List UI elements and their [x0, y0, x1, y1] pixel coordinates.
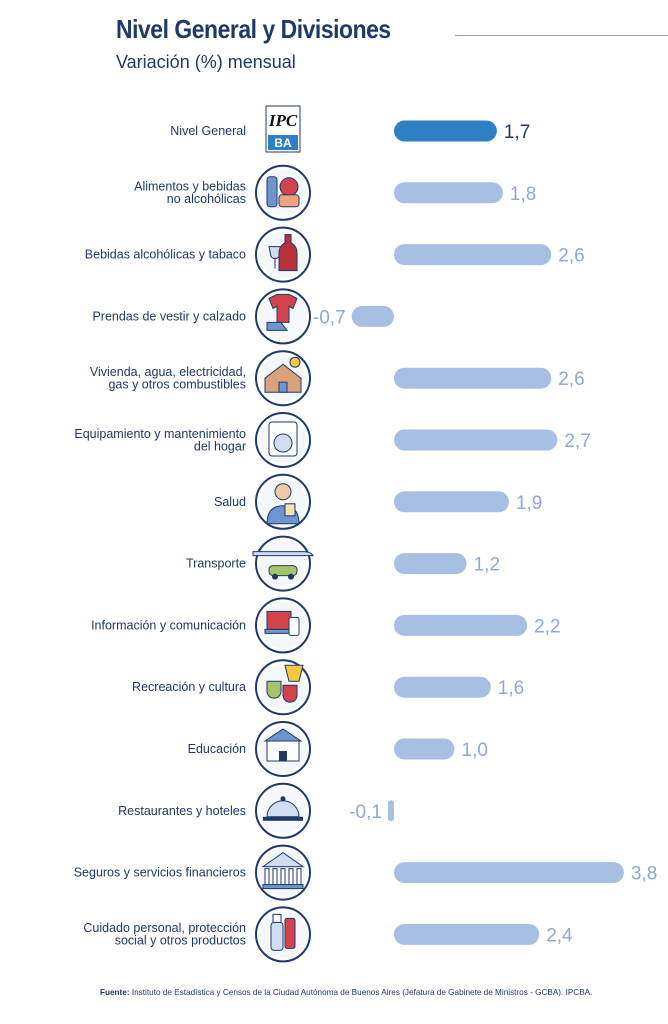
bar: [394, 244, 552, 266]
washing-machine-icon: [255, 412, 311, 468]
house-icon: [255, 350, 311, 407]
value-label: 1,9: [516, 493, 542, 514]
bar: [394, 491, 509, 513]
bar: [394, 614, 528, 636]
category-label: Restaurantes y hoteles: [118, 804, 246, 818]
bar: [394, 676, 491, 698]
value-label: 2,4: [546, 925, 573, 946]
personal-care-icon: [255, 906, 311, 963]
bar: [351, 305, 394, 327]
chart-subtitle: Variación (%) mensual: [116, 52, 296, 72]
bar-chart: Nivel General IPC BA 1,7 Alimentos y bebidas…: [74, 105, 657, 963]
bar: [394, 862, 624, 884]
theater-icon: [255, 659, 311, 716]
food-icon: [255, 164, 311, 221]
category-label: Transporte: [186, 557, 246, 571]
value-label: 1,8: [510, 184, 536, 205]
value-label: 1,7: [504, 122, 530, 143]
category-label: Bebidas alcohólicas y tabaco: [85, 248, 246, 262]
category-label: Recreación y cultura: [132, 680, 246, 694]
value-label: 3,8: [631, 864, 657, 885]
bar: [394, 120, 497, 142]
value-label: 2,7: [564, 431, 590, 452]
bar: [394, 923, 540, 945]
transport-icon: [252, 535, 314, 592]
value-label: -0,1: [349, 802, 382, 823]
school-icon: [255, 721, 311, 777]
category-label: Cuidado personal, protección social y otr…: [83, 921, 246, 948]
bar: [394, 738, 455, 760]
bar: [394, 429, 558, 451]
value-label: 1,6: [498, 678, 524, 699]
value-label: 2,6: [558, 369, 584, 390]
source-text: Instituto de Estadística y Censos de la …: [129, 988, 593, 997]
bar: [394, 367, 552, 389]
category-label: Información y comunicación: [91, 618, 246, 632]
bar: [394, 553, 467, 575]
svg-text:IPC: IPC: [268, 111, 298, 130]
source-label: Fuente:: [100, 988, 130, 997]
doctor-icon: [255, 473, 311, 530]
svg-text:BA: BA: [274, 136, 292, 150]
category-label: Vivienda, agua, electricidad, gas y otros…: [90, 365, 246, 392]
category-label: Seguros y servicios financieros: [74, 866, 246, 880]
value-label: 1,2: [474, 555, 500, 576]
category-label: Nivel General: [170, 124, 246, 138]
ipcba-logo: IPC BA: [265, 105, 301, 153]
value-label: 1,0: [462, 740, 488, 761]
devices-icon: [255, 597, 311, 654]
source-note: Fuente: Instituto de Estadística y Censo…: [100, 988, 592, 997]
bar: [394, 182, 503, 204]
category-label: Equipamiento y mantenimiento del hogar: [74, 427, 246, 454]
category-label: Alimentos y bebidas no alcohólicas: [134, 180, 246, 207]
value-label: -0,7: [313, 307, 346, 328]
cloche-icon: [255, 782, 311, 839]
category-label: Salud: [214, 495, 246, 509]
title-divider: [455, 35, 668, 36]
wine-icon: [255, 226, 311, 283]
value-label: 2,2: [534, 616, 560, 637]
bar: [387, 800, 394, 822]
clothing-icon: [255, 288, 311, 345]
category-label: Prendas de vestir y calzado: [92, 309, 246, 323]
category-label: Educación: [188, 742, 246, 756]
value-label: 2,6: [558, 246, 584, 267]
bank-icon: [255, 844, 311, 901]
chart-title: Nivel General y Divisiones: [116, 14, 391, 44]
